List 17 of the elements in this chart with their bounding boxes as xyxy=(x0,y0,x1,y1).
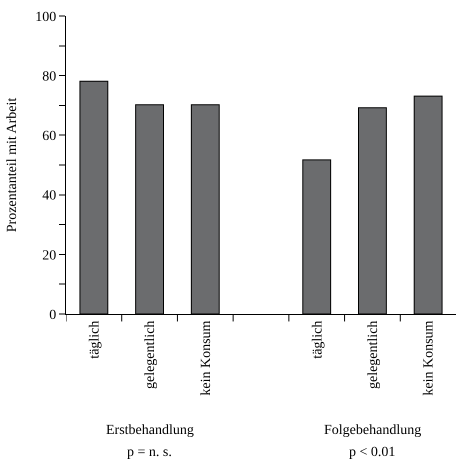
y-tick-label: 60 xyxy=(42,129,56,144)
x-tick-label: kein Konsum xyxy=(198,320,214,396)
y-axis-title: Prozentanteil mit Arbeit xyxy=(4,98,20,232)
text: p < 0.01 xyxy=(349,445,396,460)
x-tick-label: gelegentlich xyxy=(143,320,158,390)
text: p = n. s. xyxy=(127,445,172,460)
y-tick-label: 80 xyxy=(42,70,56,84)
x-tick-label: täglich xyxy=(310,320,326,359)
x-tick-label: gelegentlich xyxy=(366,320,381,390)
y-tick-label: 20 xyxy=(42,248,56,264)
text: Folgebehandlung xyxy=(324,423,422,438)
text: Erstbehandlung xyxy=(106,423,194,438)
y-tick-label: 0 xyxy=(49,308,56,323)
y-tick-label: 40 xyxy=(42,188,56,204)
x-tick-label: täglich xyxy=(87,320,102,359)
y-tick-label: 100 xyxy=(35,10,56,25)
x-tick-label: kein Konsum xyxy=(422,320,437,396)
